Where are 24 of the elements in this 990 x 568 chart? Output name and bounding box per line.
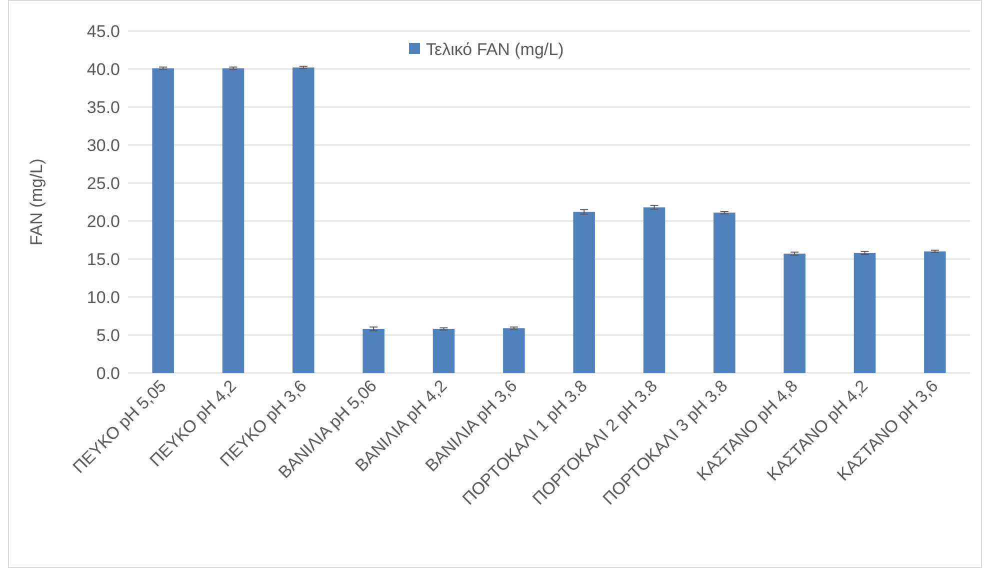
bar [573, 212, 595, 373]
y-tick-label: 25.0 [86, 174, 120, 193]
y-tick-label: 5.0 [96, 326, 120, 345]
bar [643, 207, 666, 373]
bar [222, 68, 244, 373]
bar [924, 251, 946, 373]
bar [432, 328, 455, 373]
y-tick-label: 40.0 [86, 60, 120, 79]
bar [152, 68, 174, 373]
bar [854, 252, 876, 373]
y-tick-label: 10.0 [86, 288, 120, 307]
bar [503, 328, 525, 373]
y-axis-title: FAN (mg/L) [27, 158, 46, 246]
y-tick-label: 30.0 [86, 136, 120, 155]
y-tick-label: 0.0 [96, 364, 120, 383]
legend-label: Τελικό FAN (mg/L) [426, 40, 564, 59]
y-tick-label: 45.0 [86, 22, 120, 41]
y-tick-label: 15.0 [86, 250, 120, 269]
bar [784, 254, 806, 373]
y-tick-label: 35.0 [86, 98, 120, 117]
bar [714, 212, 736, 373]
bar [362, 328, 384, 373]
y-tick-label: 20.0 [86, 212, 120, 231]
bar [292, 67, 314, 373]
